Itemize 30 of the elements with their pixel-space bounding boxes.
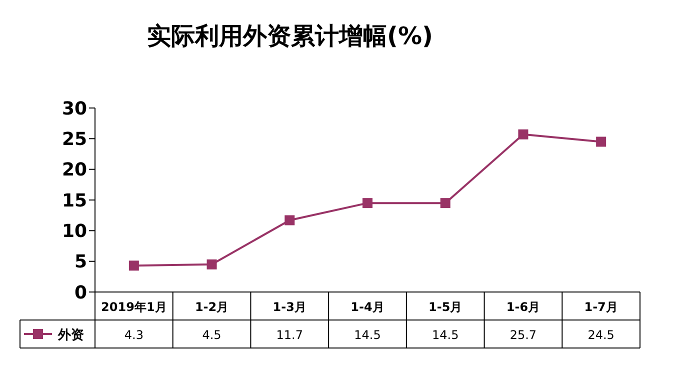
- data-label: 14.5: [354, 328, 381, 342]
- data-label: 14.5: [432, 328, 459, 342]
- data-label: 24.5: [588, 328, 614, 342]
- point: [440, 198, 450, 208]
- point: [362, 198, 372, 208]
- chart-title: 实际利用外资累计增幅(%): [146, 21, 434, 52]
- data-label: 25.7: [510, 328, 537, 342]
- data-label: 11.7: [276, 328, 303, 342]
- y-tick-label: 0: [74, 282, 87, 304]
- x-tick-label: 2019年1月: [101, 300, 167, 314]
- point: [518, 129, 528, 140]
- data-label: 4.5: [202, 328, 222, 342]
- x-tick-label: 1-7月: [584, 300, 618, 314]
- point: [284, 215, 295, 226]
- data-label: 4.3: [124, 328, 144, 342]
- y-tick-label: 15: [62, 190, 87, 212]
- y-tick-label: 5: [74, 252, 87, 273]
- y-tick-label: 20: [62, 160, 87, 181]
- x-tick-label: 1-5月: [428, 300, 462, 314]
- point: [128, 260, 139, 271]
- x-tick-label: 1-3月: [272, 300, 306, 314]
- point: [596, 136, 606, 147]
- x-tick-label: 1-6月: [506, 300, 540, 314]
- legend-label: 外资: [57, 328, 84, 343]
- point: [206, 259, 217, 270]
- x-tick-label: 1-2月: [194, 300, 229, 314]
- y-tick-label: 30: [62, 98, 87, 120]
- y-tick-label: 10: [62, 221, 87, 242]
- x-tick-label: 1-4月: [350, 300, 384, 314]
- y-tick-label: 25: [62, 129, 87, 150]
